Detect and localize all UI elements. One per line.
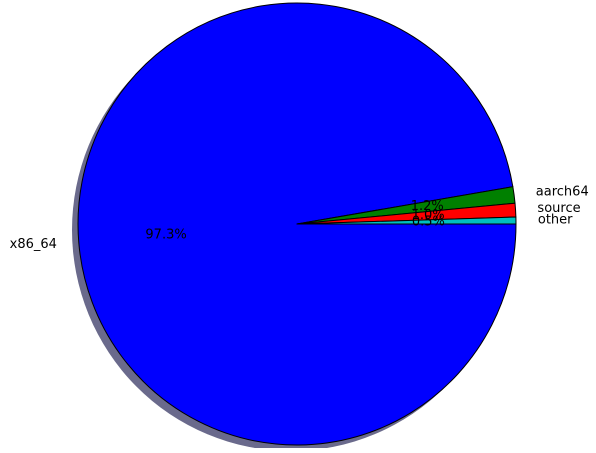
pie-pct-label-source: 1.0% xyxy=(412,208,445,223)
pie-pct-label-other: 0.5% xyxy=(412,214,445,229)
pie-name-label-aarch64: aarch64 xyxy=(536,185,589,200)
pie-slice-layer xyxy=(77,2,517,446)
pie-pct-label-aarch64: 1.2% xyxy=(411,199,444,214)
pie-name-label-source: source xyxy=(537,201,580,216)
pie-name-label-x86-64: x86_64 xyxy=(10,237,57,252)
pie-slice-other xyxy=(296,216,517,225)
pie-pct-label-x86-64: 97.3% xyxy=(145,228,186,243)
pie-slice-x86-64 xyxy=(77,2,517,446)
pie-label-layer: 97.3% x86_64 1.2% aarch64 1.0% source 0.5% othe… xyxy=(10,185,589,253)
pie-name-label-other: other xyxy=(538,213,573,228)
